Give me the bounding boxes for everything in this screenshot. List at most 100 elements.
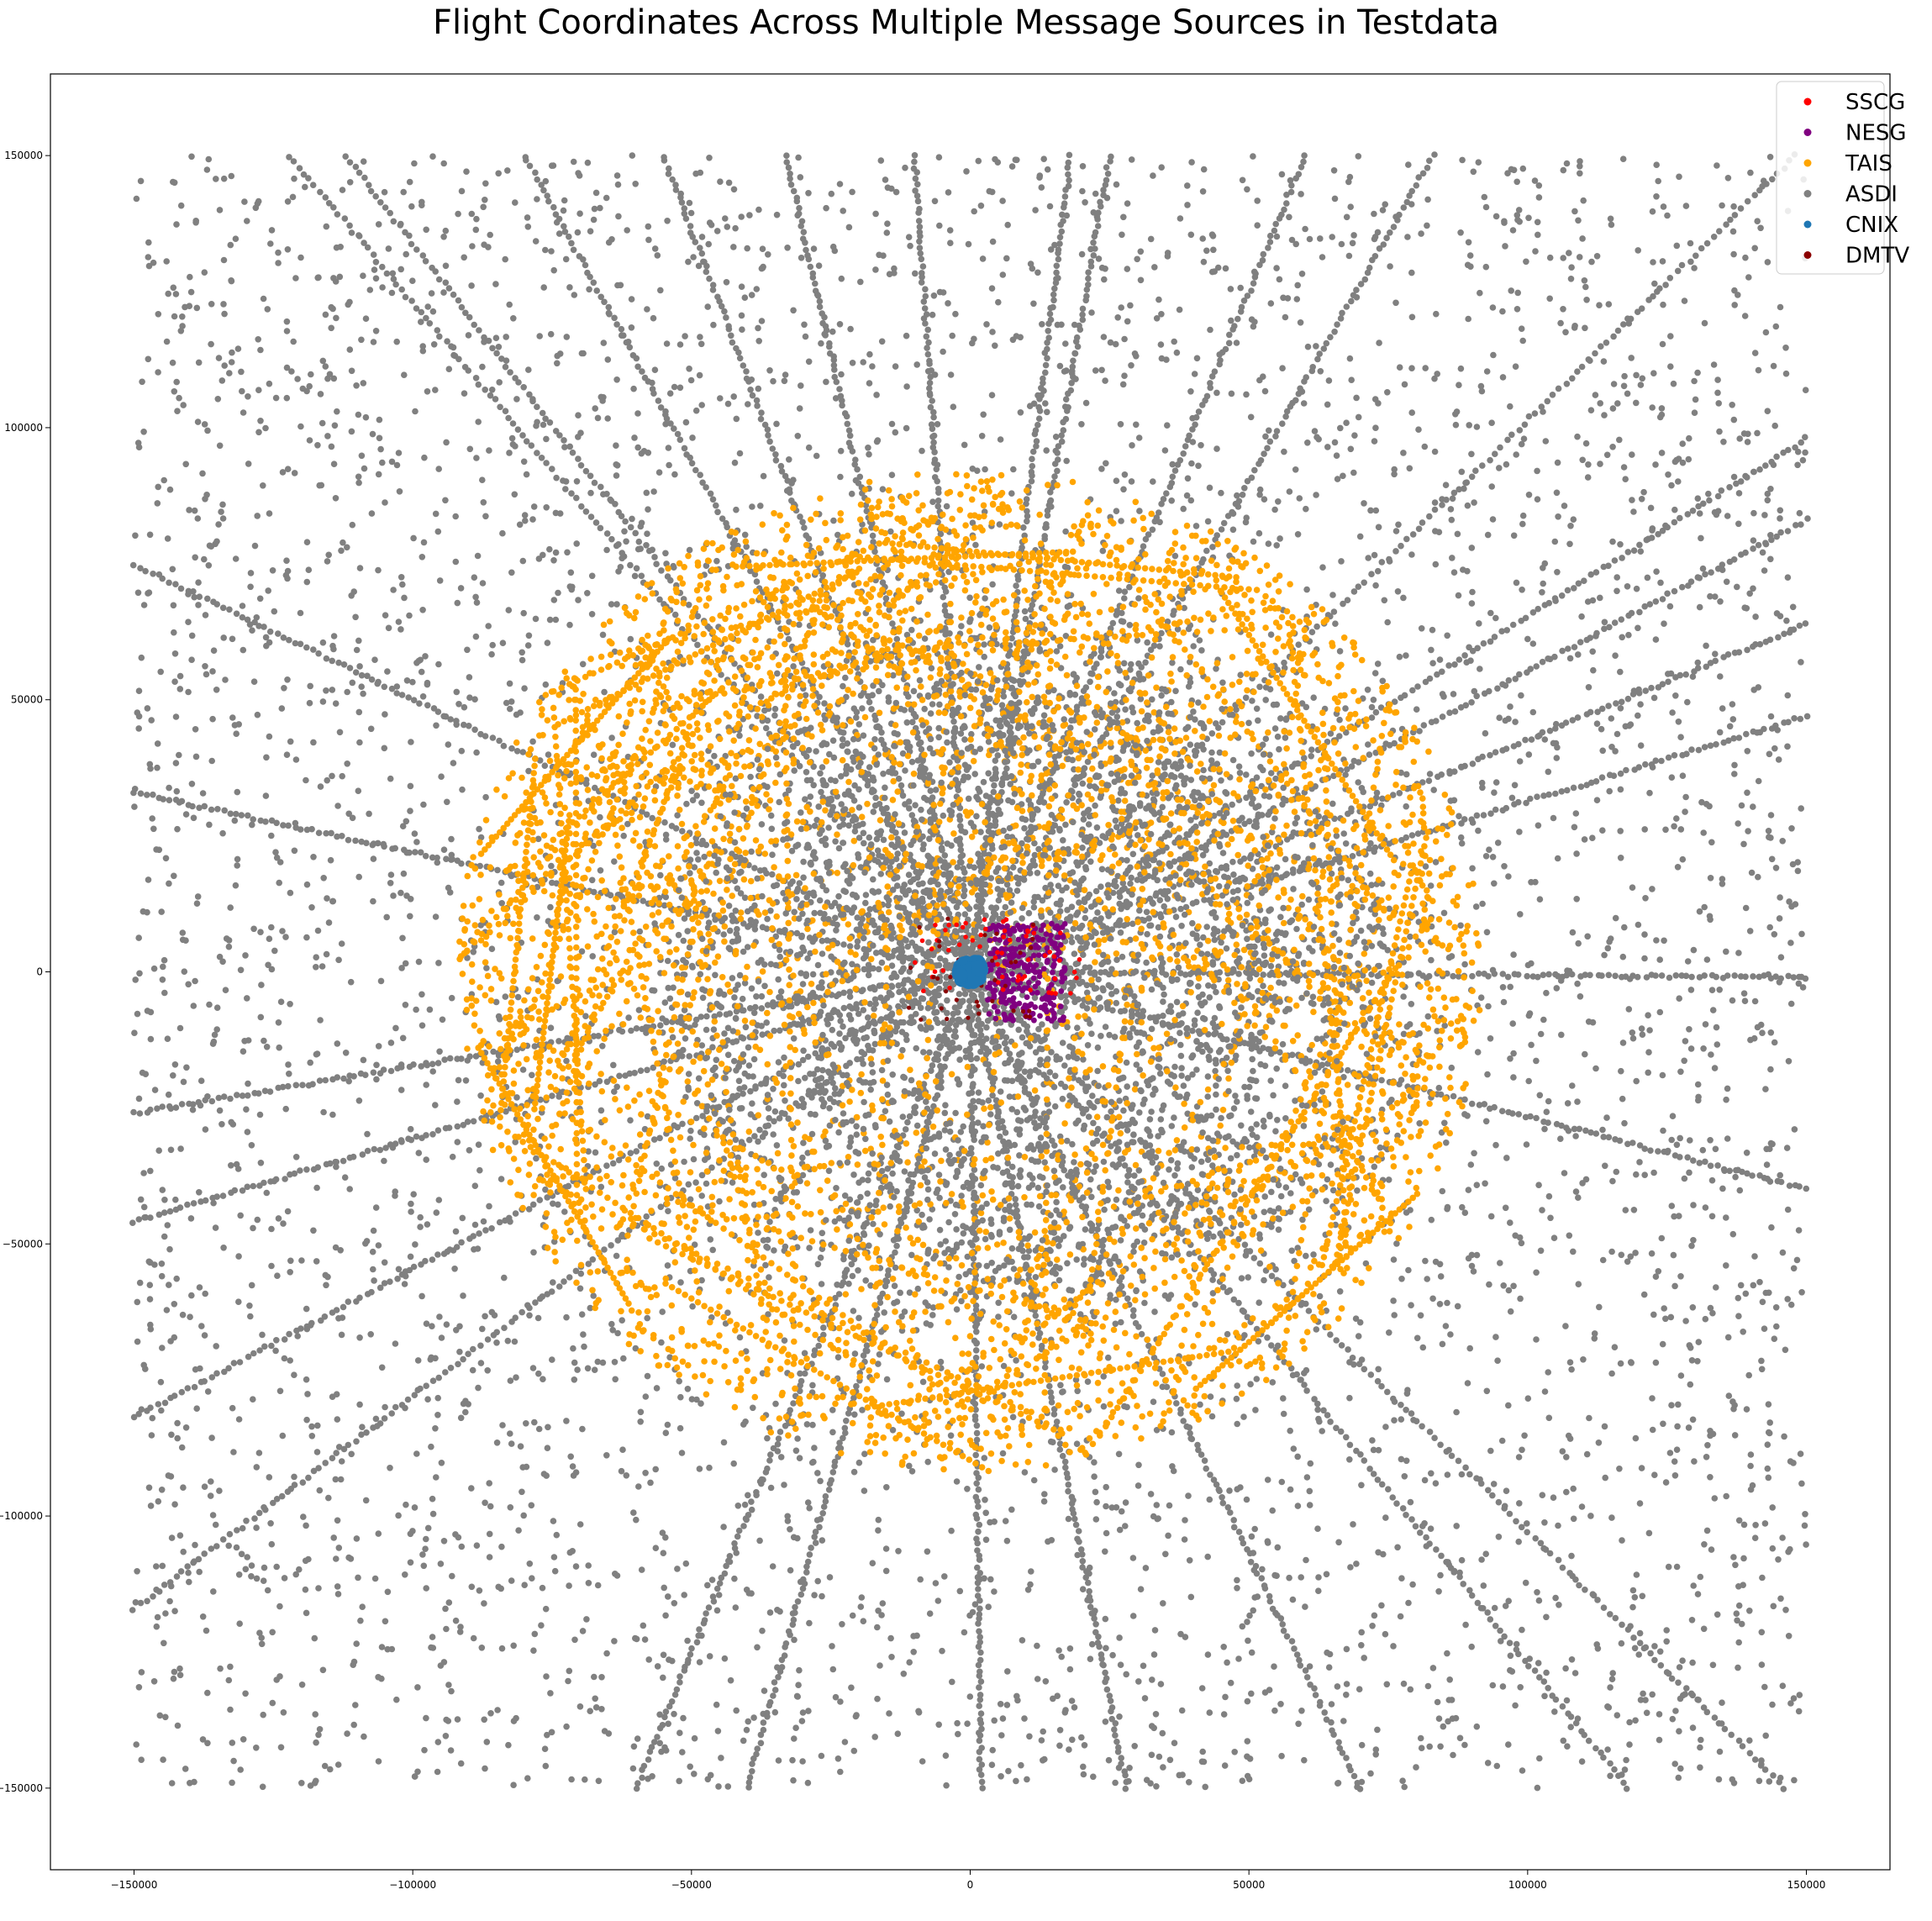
asdi-point — [1743, 1406, 1750, 1413]
asdi-point — [201, 1483, 208, 1490]
asdi-point — [519, 557, 527, 565]
asdi-point — [246, 1303, 253, 1309]
asdi-point — [540, 421, 547, 429]
asdi-point — [1505, 873, 1512, 880]
asdi-point — [1766, 1778, 1773, 1785]
asdi-point — [1770, 1603, 1777, 1610]
asdi-point — [1058, 1653, 1065, 1660]
asdi-point — [229, 635, 236, 643]
asdi-point — [1570, 1248, 1577, 1255]
asdi-point — [851, 1350, 859, 1357]
asdi-point — [723, 279, 730, 286]
asdi-point — [1735, 1602, 1743, 1609]
asdi-point — [1463, 659, 1470, 666]
asdi-point — [251, 542, 259, 550]
asdi-point — [1662, 1479, 1670, 1486]
asdi-point — [548, 1729, 555, 1736]
asdi-point — [913, 361, 920, 368]
asdi-point — [1409, 1581, 1416, 1588]
asdi-point — [1723, 578, 1730, 586]
asdi-point — [1700, 1045, 1707, 1052]
asdi-point — [975, 157, 982, 165]
asdi-point — [1434, 371, 1440, 377]
asdi-point — [697, 334, 703, 340]
asdi-point — [1464, 1380, 1471, 1387]
asdi-point — [571, 1359, 578, 1366]
asdi-point — [945, 189, 952, 196]
asdi-point — [1208, 749, 1215, 756]
asdi-point — [315, 1731, 322, 1739]
asdi-point — [1427, 1525, 1435, 1532]
asdi-point — [1656, 1736, 1663, 1744]
asdi-point — [1382, 201, 1388, 208]
asdi-point — [1606, 938, 1613, 945]
asdi-point — [1331, 195, 1339, 203]
asdi-point — [540, 1376, 546, 1382]
asdi-point — [1785, 1548, 1792, 1555]
asdi-point — [776, 798, 782, 806]
asdi-point — [358, 336, 365, 344]
asdi-point — [750, 1714, 757, 1721]
asdi-point — [179, 313, 186, 320]
asdi-point — [1610, 381, 1618, 387]
asdi-point — [1292, 466, 1299, 473]
asdi-point — [1516, 1500, 1523, 1507]
asdi-point — [503, 334, 509, 340]
asdi-point — [1261, 1193, 1268, 1200]
asdi-point — [154, 740, 161, 747]
asdi-point — [989, 581, 996, 588]
asdi-point — [334, 1591, 342, 1597]
asdi-point — [180, 402, 187, 408]
asdi-point — [520, 1512, 527, 1519]
asdi-point — [1468, 450, 1475, 458]
asdi-point — [1355, 1333, 1362, 1339]
asdi-point — [1313, 343, 1319, 350]
asdi-point — [651, 366, 659, 374]
asdi-point — [1519, 587, 1525, 593]
asdi-point — [999, 271, 1007, 278]
asdi-point — [1091, 1459, 1098, 1466]
asdi-point — [1239, 1777, 1246, 1784]
asdi-point — [1239, 1623, 1246, 1630]
asdi-point — [442, 1733, 450, 1739]
asdi-point — [1267, 631, 1275, 638]
asdi-point — [574, 1366, 581, 1373]
asdi-point — [349, 521, 356, 529]
asdi-point — [164, 1222, 171, 1229]
asdi-point — [247, 583, 254, 591]
asdi-point — [878, 338, 886, 345]
asdi-point — [393, 1696, 400, 1703]
asdi-point — [460, 1400, 467, 1408]
asdi-point — [1563, 160, 1571, 167]
asdi-point — [552, 549, 560, 556]
asdi-point — [1744, 789, 1750, 797]
asdi-point — [1298, 191, 1304, 197]
asdi-point — [796, 621, 803, 629]
asdi-point — [1355, 413, 1362, 421]
asdi-point — [1723, 1262, 1729, 1269]
asdi-point — [1102, 1615, 1109, 1623]
asdi-point — [1779, 838, 1786, 845]
asdi-point — [919, 447, 925, 455]
asdi-point — [1482, 1550, 1489, 1557]
asdi-point — [145, 254, 152, 261]
asdi-point — [1574, 1098, 1581, 1105]
asdi-point — [1751, 1534, 1759, 1541]
asdi-point — [568, 1776, 575, 1783]
asdi-point — [1668, 1203, 1676, 1209]
asdi-point — [397, 626, 404, 633]
asdi-point — [1577, 993, 1584, 1000]
asdi-point — [462, 1408, 469, 1416]
asdi-point — [1494, 839, 1502, 846]
asdi-point — [1607, 215, 1614, 223]
asdi-point — [388, 289, 396, 297]
asdi-point — [1553, 755, 1561, 761]
asdi-point — [444, 798, 450, 806]
asdi-point — [1304, 439, 1311, 446]
asdi-point — [276, 1673, 283, 1680]
asdi-point — [468, 1583, 476, 1591]
asdi-point — [227, 241, 234, 249]
asdi-point — [1676, 1213, 1682, 1219]
asdi-point — [1617, 1360, 1624, 1367]
asdi-point — [308, 1433, 316, 1439]
